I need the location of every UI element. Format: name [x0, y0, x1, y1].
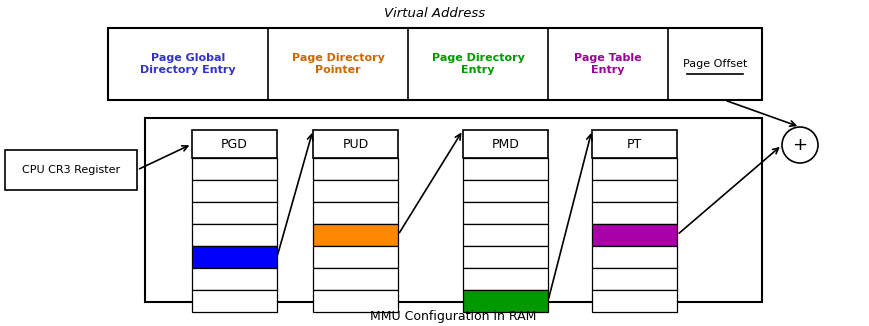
Bar — [592, 158, 677, 180]
Bar — [192, 180, 277, 202]
Bar — [313, 130, 398, 158]
Text: PMD: PMD — [492, 138, 520, 151]
Bar — [592, 224, 677, 246]
Text: Page Global
Directory Entry: Page Global Directory Entry — [140, 53, 235, 75]
Bar — [192, 130, 277, 158]
Text: PGD: PGD — [221, 138, 248, 151]
Text: PT: PT — [627, 138, 642, 151]
Bar — [192, 224, 277, 246]
Bar — [463, 268, 548, 290]
Bar — [192, 202, 277, 224]
Bar — [463, 180, 548, 202]
Text: Page Offset: Page Offset — [683, 59, 747, 69]
Bar — [313, 180, 398, 202]
Bar — [463, 290, 548, 312]
Text: CPU CR3 Register: CPU CR3 Register — [22, 165, 120, 175]
Text: Page Directory
Pointer: Page Directory Pointer — [292, 53, 384, 75]
Bar — [313, 202, 398, 224]
Bar — [592, 246, 677, 268]
Bar — [192, 268, 277, 290]
Bar — [463, 158, 548, 180]
Bar — [108, 28, 762, 100]
Bar — [592, 290, 677, 312]
Bar — [463, 224, 548, 246]
Bar — [313, 246, 398, 268]
Text: PUD: PUD — [342, 138, 368, 151]
Bar — [592, 202, 677, 224]
Bar — [463, 246, 548, 268]
Bar — [592, 130, 677, 158]
Bar — [313, 224, 398, 246]
Bar — [592, 268, 677, 290]
Text: Page Table
Entry: Page Table Entry — [574, 53, 642, 75]
Text: MMU Configuration in RAM: MMU Configuration in RAM — [370, 310, 537, 323]
Text: +: + — [793, 136, 807, 154]
Bar — [192, 158, 277, 180]
Bar — [145, 118, 762, 302]
Text: Page Directory
Entry: Page Directory Entry — [432, 53, 524, 75]
Bar — [192, 290, 277, 312]
Bar — [313, 158, 398, 180]
Bar — [313, 268, 398, 290]
Bar — [463, 202, 548, 224]
Bar — [5, 150, 137, 190]
Bar — [313, 290, 398, 312]
Bar — [463, 130, 548, 158]
Circle shape — [782, 127, 818, 163]
Bar — [192, 246, 277, 268]
Text: Virtual Address: Virtual Address — [384, 7, 486, 20]
Bar — [592, 180, 677, 202]
